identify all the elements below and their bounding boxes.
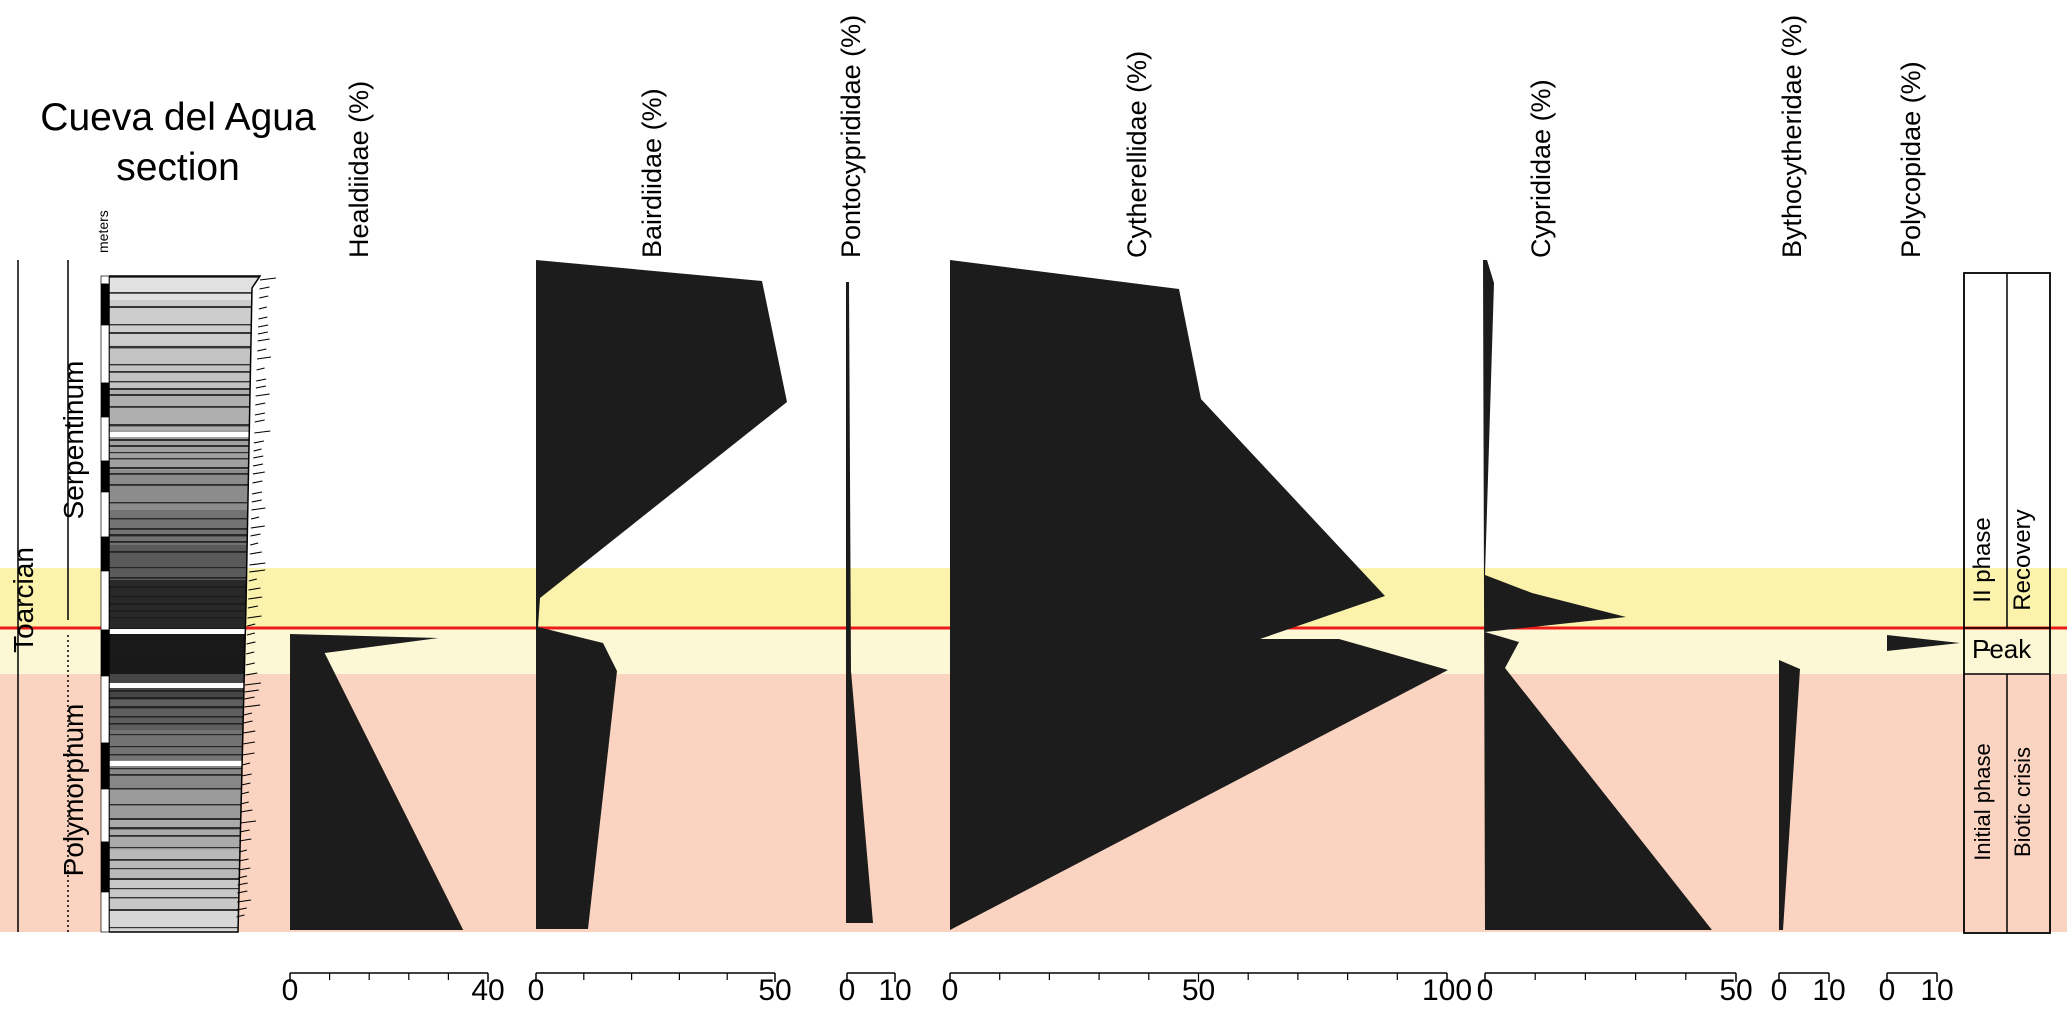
svg-text:0: 0 [528, 974, 545, 1007]
svg-text:0: 0 [839, 974, 856, 1007]
svg-text:0: 0 [1879, 974, 1896, 1007]
svg-text:Pontocyprididae (%): Pontocyprididae (%) [836, 15, 866, 258]
svg-text:meters: meters [95, 210, 111, 253]
svg-text:0: 0 [942, 974, 959, 1007]
svg-text:Toarcian: Toarcian [8, 547, 39, 653]
svg-text:Polymorphum: Polymorphum [58, 704, 89, 877]
svg-text:50: 50 [1182, 974, 1215, 1007]
svg-text:10: 10 [1920, 974, 1953, 1007]
svg-text:10: 10 [1812, 974, 1845, 1007]
svg-text:10: 10 [878, 974, 911, 1007]
svg-text:Serpentinum: Serpentinum [58, 361, 89, 520]
svg-text:0: 0 [1477, 974, 1494, 1007]
svg-text:100: 100 [1422, 974, 1472, 1007]
svg-text:Polycopidae (%): Polycopidae (%) [1896, 61, 1926, 258]
svg-text:Cueva del Agua: Cueva del Agua [40, 96, 316, 139]
svg-text:section: section [116, 146, 240, 189]
svg-text:Bythocytheridae (%): Bythocytheridae (%) [1777, 15, 1807, 258]
svg-text:Bairdiidae (%): Bairdiidae (%) [637, 88, 667, 258]
svg-text:Healdiidae (%): Healdiidae (%) [344, 81, 374, 258]
svg-text:50: 50 [1719, 974, 1752, 1007]
svg-text:0: 0 [1771, 974, 1788, 1007]
svg-text:0: 0 [282, 974, 299, 1007]
svg-text:II phase: II phase [1969, 517, 1996, 602]
svg-text:Cyprididae (%): Cyprididae (%) [1526, 79, 1556, 258]
svg-text:Peak: Peak [1972, 634, 2032, 664]
svg-text:Recovery: Recovery [2009, 509, 2036, 610]
svg-text:Biotic crisis: Biotic crisis [2010, 747, 2035, 857]
svg-text:Initial phase: Initial phase [1970, 743, 1995, 860]
svg-text:40: 40 [471, 974, 504, 1007]
svg-text:Cytherellidae (%): Cytherellidae (%) [1122, 51, 1152, 258]
svg-text:50: 50 [758, 974, 791, 1007]
